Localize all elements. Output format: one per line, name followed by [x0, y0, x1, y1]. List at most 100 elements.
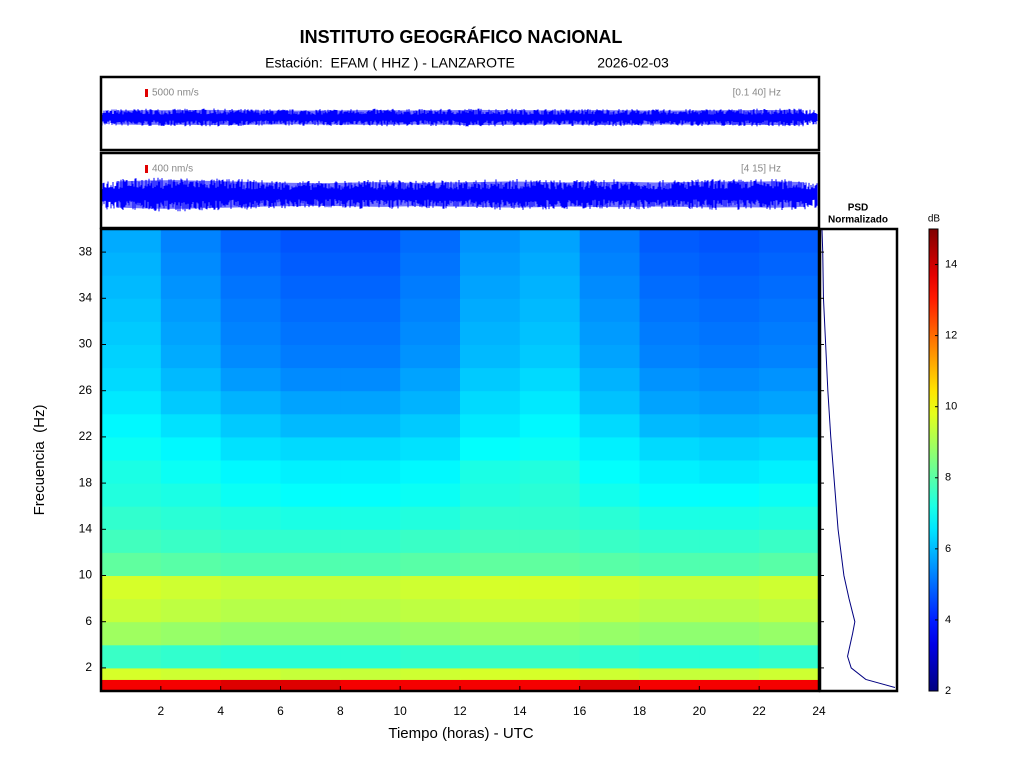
- heatmap-cell: [400, 529, 461, 553]
- heatmap-cell: [160, 344, 222, 369]
- heatmap-cell: [340, 460, 401, 484]
- heatmap-cell: [340, 575, 401, 600]
- heatmap-cell: [759, 367, 820, 392]
- heatmap-cell: [759, 321, 820, 345]
- heatmap-cell: [699, 667, 760, 680]
- heatmap-cell: [519, 644, 581, 669]
- heatmap-cell: [579, 321, 640, 345]
- heatmap-cell: [101, 679, 162, 692]
- heatmap-cell: [579, 552, 640, 576]
- heatmap-cell: [519, 575, 581, 600]
- heatmap-cell: [101, 483, 162, 507]
- heatmap-cell: [400, 598, 461, 623]
- heatmap-cell: [460, 483, 521, 507]
- heatmap-cell: [579, 575, 640, 600]
- heatmap-cell: [101, 552, 162, 576]
- heatmap-cell: [699, 298, 760, 322]
- heatmap-cell: [101, 506, 162, 530]
- heatmap-cell: [340, 483, 401, 507]
- heatmap-cell: [101, 644, 162, 669]
- x-tick-label: 20: [693, 704, 707, 718]
- heatmap-cell: [639, 679, 700, 692]
- heatmap-cell: [460, 413, 521, 438]
- heatmap-cell: [519, 621, 581, 646]
- heatmap-cell: [160, 229, 222, 253]
- heatmap-cell: [759, 413, 820, 438]
- heatmap-cell: [519, 436, 581, 461]
- heatmap-cell: [101, 413, 162, 438]
- heatmap-cell: [699, 275, 760, 299]
- heatmap-cell: [519, 679, 581, 692]
- heatmap-cell: [460, 598, 521, 623]
- heatmap-cell: [579, 483, 640, 507]
- heatmap-cell: [639, 344, 700, 369]
- heatmap-cell: [400, 575, 461, 600]
- heatmap-cell: [340, 667, 401, 680]
- heatmap-cell: [101, 575, 162, 600]
- heatmap-cell: [160, 413, 222, 438]
- colorbar-tick-label: 14: [945, 258, 957, 270]
- x-axis-label: Tiempo (horas) - UTC: [388, 725, 533, 742]
- heatmap-cell: [160, 460, 222, 484]
- heatmap-cell: [160, 679, 222, 692]
- y-tick-label: 2: [85, 660, 92, 674]
- heatmap-cell: [160, 275, 222, 299]
- heatmap-cell: [101, 390, 162, 415]
- heatmap-cell: [519, 229, 581, 253]
- heatmap-cell: [340, 367, 401, 392]
- heatmap-cell: [280, 275, 341, 299]
- x-tick-label: 10: [393, 704, 407, 718]
- heatmap-cell: [220, 529, 281, 553]
- heatmap-cell: [101, 252, 162, 276]
- heatmap-cell: [759, 598, 820, 623]
- heatmap-cell: [639, 229, 700, 253]
- y-tick-label: 22: [79, 429, 93, 443]
- heatmap-cell: [699, 390, 760, 415]
- heatmap-cell: [340, 298, 401, 322]
- heatmap-cell: [699, 436, 760, 461]
- colorbar: [928, 228, 939, 692]
- heatmap-cell: [759, 344, 820, 369]
- y-tick-label: 30: [79, 337, 93, 351]
- heatmap-cell: [460, 644, 521, 669]
- x-tick-label: 14: [513, 704, 527, 718]
- heatmap-cell: [400, 344, 461, 369]
- heatmap-cell: [579, 298, 640, 322]
- heatmap-cell: [101, 298, 162, 322]
- heatmap-cell: [759, 575, 820, 600]
- psd-frame: [818, 227, 899, 693]
- heatmap-cell: [639, 275, 700, 299]
- heatmap-cell: [220, 367, 281, 392]
- heatmap-cell: [579, 436, 640, 461]
- heatmap-cell: [699, 529, 760, 553]
- trace-scale-label: 400 nm/s: [152, 164, 193, 175]
- y-tick-label: 38: [79, 244, 93, 258]
- heatmap-cell: [579, 367, 640, 392]
- heatmap-cell: [759, 460, 820, 484]
- heatmap-cell: [340, 598, 401, 623]
- heatmap-cell: [519, 483, 581, 507]
- heatmap-cell: [460, 575, 521, 600]
- heatmap-cell: [340, 390, 401, 415]
- heatmap-cell: [579, 413, 640, 438]
- x-tick-label: 16: [573, 704, 587, 718]
- heatmap-cell: [460, 344, 521, 369]
- heatmap-cell: [280, 667, 341, 680]
- trace-envelope: [115, 109, 805, 126]
- heatmap-cell: [460, 298, 521, 322]
- heatmap-cell: [519, 506, 581, 530]
- y-tick-label: 14: [79, 521, 93, 535]
- heatmap-cell: [639, 483, 700, 507]
- heatmap-cell: [340, 644, 401, 669]
- heatmap-cell: [101, 229, 162, 253]
- heatmap-cell: [280, 229, 341, 253]
- heatmap-cell: [280, 460, 341, 484]
- heatmap-cell: [280, 390, 341, 415]
- heatmap-cell: [699, 679, 760, 692]
- heatmap-cell: [759, 252, 820, 276]
- heatmap-cell: [460, 679, 521, 692]
- heatmap-cell: [220, 390, 281, 415]
- heatmap-cell: [759, 390, 820, 415]
- heatmap-cell: [699, 321, 760, 345]
- heatmap-cell: [280, 598, 341, 623]
